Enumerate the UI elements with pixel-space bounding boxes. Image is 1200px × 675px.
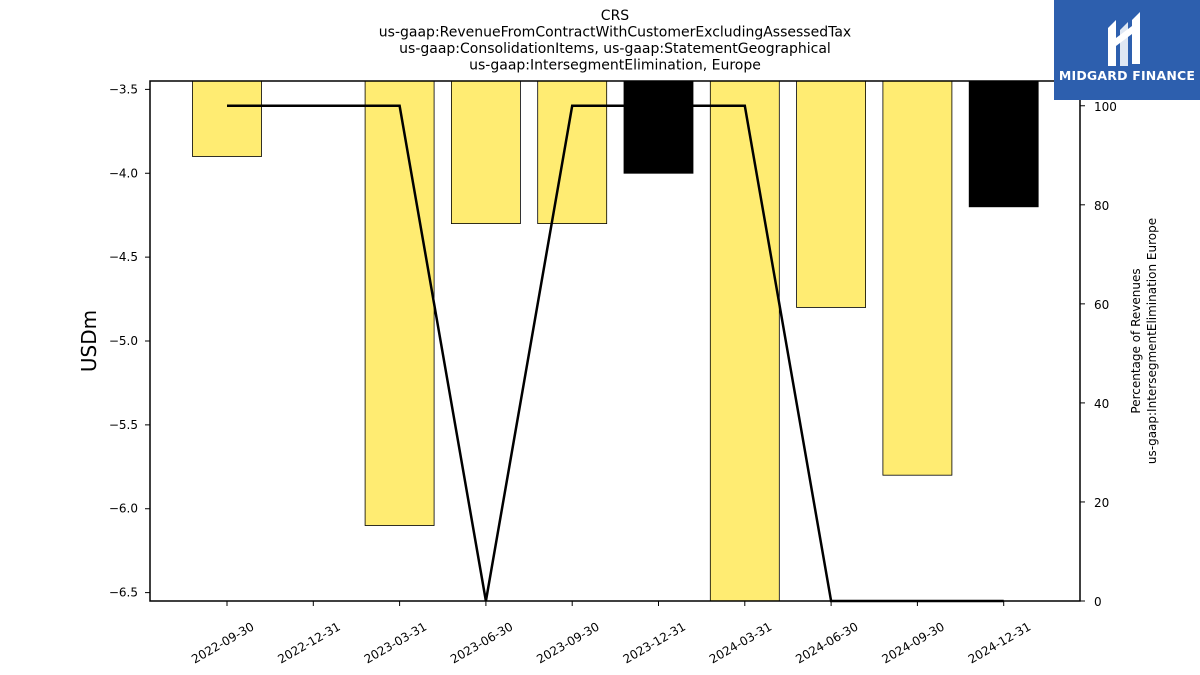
y-tick-label: −6.5 <box>109 586 138 600</box>
bars-layer <box>192 80 1039 602</box>
title-line: us-gaap:RevenueFromContractWithCustomerE… <box>379 25 851 41</box>
logo-text: MIDGARD FINANCE <box>1058 68 1196 83</box>
y-tick-label: −4.5 <box>109 250 138 264</box>
y2-tick-label: 20 <box>1094 496 1109 510</box>
title-line: CRS <box>601 8 630 24</box>
x-tick-label: 2024-03-31 <box>707 619 774 666</box>
y-tick-label: −5.0 <box>109 334 138 348</box>
y-tick-label: −4.0 <box>109 166 138 180</box>
y2-tick-label: 40 <box>1094 397 1109 411</box>
y-tick-label: −6.0 <box>109 502 138 516</box>
y2-tick-label: 100 <box>1094 100 1117 114</box>
bar <box>364 80 435 526</box>
bar <box>709 80 780 602</box>
bar <box>882 80 953 476</box>
y2-tick-label: 60 <box>1094 298 1109 312</box>
bar <box>450 80 521 224</box>
x-tick-label: 2023-12-31 <box>621 619 688 666</box>
bar <box>537 80 608 224</box>
x-tick-label: 2022-09-30 <box>189 619 256 666</box>
x-tick-label: 2024-12-31 <box>966 619 1033 666</box>
chart-title: CRSus-gaap:RevenueFromContractWithCustom… <box>379 8 851 74</box>
y2-label-line: us-gaap:IntersegmentElimination Europe <box>1145 218 1159 464</box>
bar <box>968 80 1039 208</box>
y-axis-left: −3.5 −4.0 −4.5 −5.0 −5.5 −6.0 −6.5 <box>109 82 150 600</box>
y2-tick-label: 80 <box>1094 199 1109 213</box>
y-axis-right: 0 20 40 60 80 100 <box>1080 100 1117 609</box>
bar <box>623 80 694 174</box>
x-tick-label: 2024-06-30 <box>793 619 860 666</box>
y-tick-label: −5.5 <box>109 418 138 432</box>
bar <box>192 80 262 157</box>
title-line: us-gaap:ConsolidationItems, us-gaap:Stat… <box>399 41 831 57</box>
x-axis: 2022-09-30 2022-12-31 2023-03-31 2023-06-30… <box>189 601 1033 666</box>
x-tick-label: 2024-09-30 <box>879 619 946 666</box>
midgard-logo-icon <box>1108 12 1140 66</box>
bar <box>796 80 866 308</box>
x-tick-label: 2023-03-31 <box>362 619 429 666</box>
y-axis-label: USDm <box>77 310 101 372</box>
y-tick-label: −3.5 <box>109 82 138 96</box>
midgard-finance-logo: MIDGARD FINANCE <box>1054 0 1200 100</box>
y2-axis-label: Percentage of Revenues us-gaap:Intersegme… <box>1129 218 1159 464</box>
x-tick-label: 2022-12-31 <box>275 619 342 666</box>
x-tick-label: 2023-09-30 <box>534 619 601 666</box>
title-line: us-gaap:IntersegmentElimination, Europe <box>469 58 761 74</box>
x-tick-label: 2023-06-30 <box>448 619 515 666</box>
y2-tick-label: 0 <box>1094 595 1102 609</box>
y2-label-line: Percentage of Revenues <box>1129 268 1143 413</box>
